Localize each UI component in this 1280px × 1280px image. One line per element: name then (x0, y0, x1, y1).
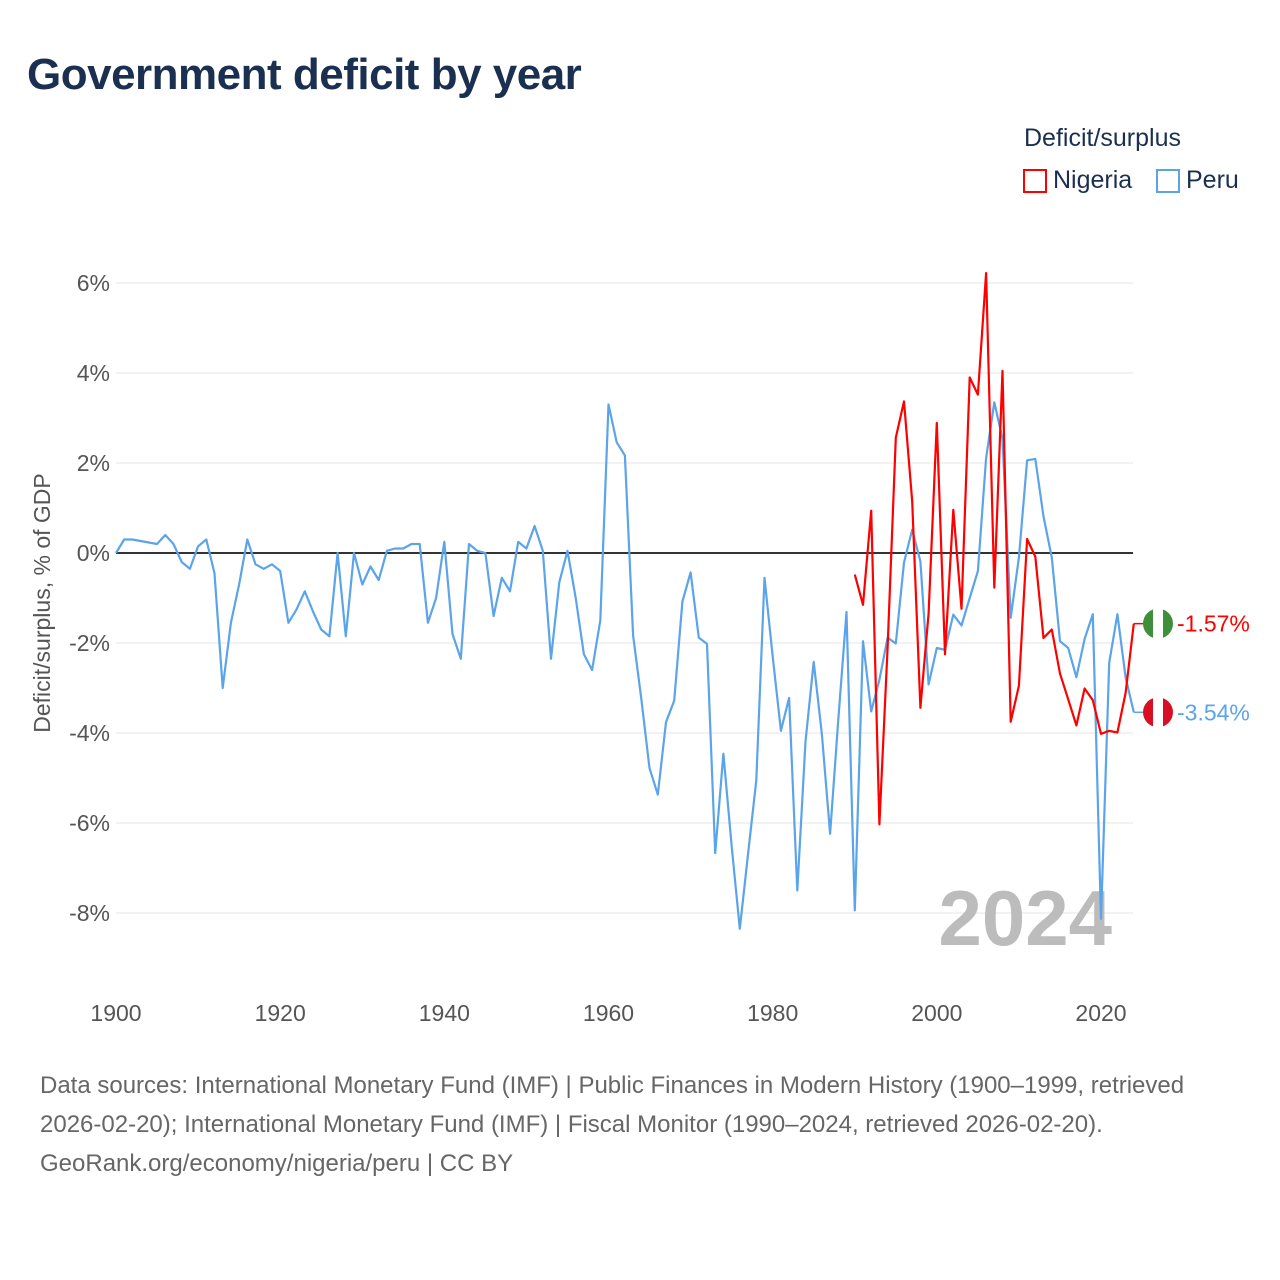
y-tick-label: 6% (77, 270, 110, 296)
legend-title: Deficit/surplus (1024, 124, 1181, 152)
legend-swatch-peru (1156, 168, 1180, 193)
y-axis-label: Deficit/surplus, % of GDP (29, 473, 55, 732)
legend-label-nigeria: Nigeria (1053, 166, 1133, 194)
y-tick-label: -6% (69, 810, 110, 836)
y-tick-label: 0% (77, 540, 110, 566)
year-watermark: 2024 (938, 874, 1112, 962)
x-tick-label: 1920 (255, 1000, 306, 1026)
x-tick-label: 2000 (911, 1000, 962, 1026)
end-label-peru: -3.54% (1177, 699, 1250, 725)
legend-swatch-nigeria (1023, 168, 1047, 193)
y-tick-label: 2% (77, 450, 110, 476)
line-chart: 6% 4% 2% 0% -2% -4% -6% -8% 1900 1920 1940 1960 1980… (29, 270, 1250, 1026)
y-tick-label: 4% (77, 360, 110, 386)
x-tick-label: 1960 (583, 1000, 634, 1026)
end-label-nigeria: -1.57% (1177, 611, 1250, 637)
credit-link[interactable]: GeoRank.org/economy/nigeria/peru | CC BY (40, 1150, 514, 1177)
legend-item-nigeria[interactable]: Nigeria (1023, 166, 1132, 195)
peru-flag-icon (1143, 697, 1173, 728)
y-tick-label: -4% (69, 720, 110, 746)
x-tick-label: 1940 (419, 1000, 470, 1026)
nigeria-flag-icon (1143, 608, 1173, 639)
series-line-peru[interactable] (115, 401, 1135, 930)
y-tick-label: -2% (69, 630, 110, 656)
legend-item-peru[interactable]: Peru (1156, 166, 1239, 195)
x-tick-label: 2020 (1075, 1000, 1126, 1026)
footer: Data sources: International Monetary Fun… (40, 1066, 1240, 1183)
x-tick-label: 1900 (90, 1000, 141, 1026)
chart-title: Government deficit by year (27, 50, 582, 99)
series-line-nigeria[interactable] (853, 272, 1135, 826)
legend-label-peru: Peru (1186, 166, 1239, 194)
data-sources: Data sources: International Monetary Fun… (40, 1072, 1185, 1138)
x-tick-label: 1980 (747, 1000, 798, 1026)
y-tick-label: -8% (69, 900, 110, 926)
